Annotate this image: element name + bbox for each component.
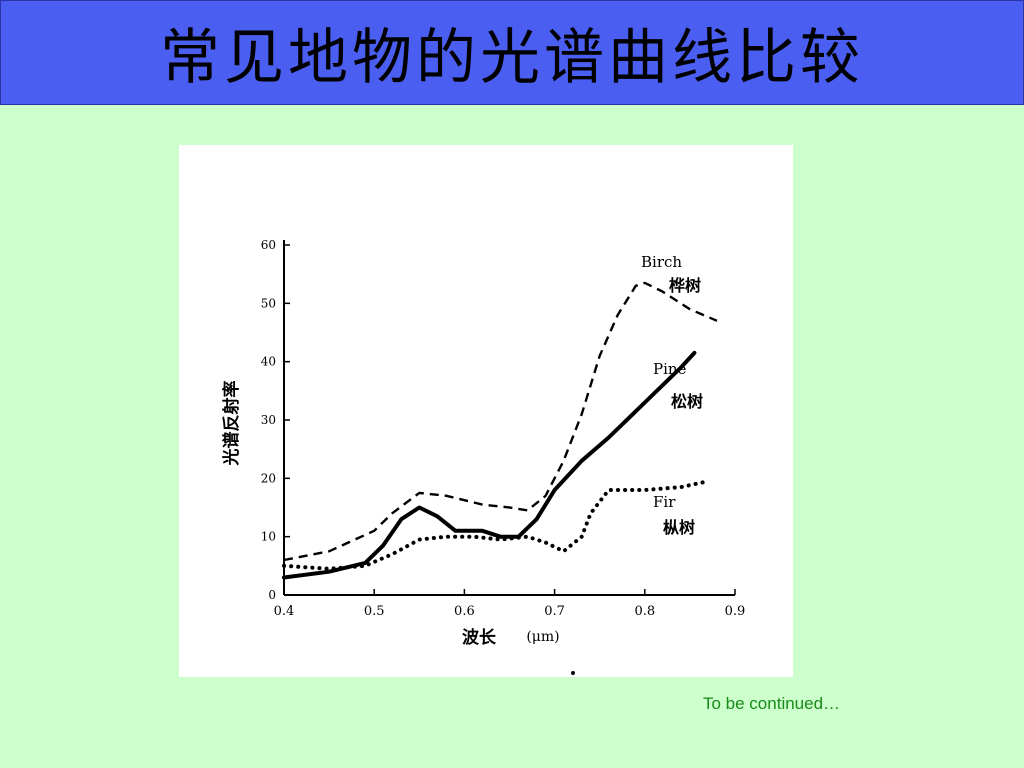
x-tick-label: 0.7 [544, 604, 565, 619]
x-tick-label: 0.9 [725, 604, 746, 619]
series-label-cn-pine: 松树 [671, 392, 703, 411]
y-tick-label: 20 [261, 471, 276, 485]
y-tick-label: 40 [261, 355, 276, 369]
y-tick-label: 50 [261, 296, 276, 310]
chart-panel: 0 10 20 30 40 50 60 0.4 0.5 0.6 0.7 0.8 0.9 波长 (μm) 光谱… [179, 145, 793, 677]
series-line-pine [282, 350, 697, 580]
chart-axes: 0 10 20 30 40 50 60 0.4 0.5 0.6 0.7 0.8 0.9 [261, 238, 746, 619]
series-label-birch: Birch [641, 253, 682, 271]
x-tick-label: 0.5 [364, 604, 385, 619]
series-line-fir [282, 479, 710, 571]
series-line-birch [283, 281, 718, 562]
series-label-cn-birch: 桦树 [669, 276, 701, 295]
y-tick-label: 30 [261, 413, 276, 427]
y-axis-label: 光谱反射率 [221, 381, 242, 467]
series-label-cn-fir: 枞树 [663, 518, 695, 537]
x-tick-label: 0.6 [454, 604, 475, 619]
chart-series [282, 281, 718, 580]
x-axis-label: 波长 [462, 627, 497, 648]
x-axis-unit: (μm) [526, 629, 559, 645]
footer-note: To be continued… [703, 694, 841, 713]
x-tick-label: 0.8 [634, 604, 655, 619]
series-label-pine: Pine [653, 360, 687, 378]
series-label-fir: Fir [653, 493, 676, 511]
chart-labels: 波长 (μm) 光谱反射率 Birch 桦树 Pine 松树 Fir 枞树 [221, 253, 703, 648]
y-tick-label: 0 [268, 588, 276, 602]
y-tick-label: 60 [261, 238, 276, 252]
x-tick-label: 0.4 [274, 604, 295, 619]
slide-title: 常见地物的光谱曲线比较 [160, 23, 864, 93]
title-bar: 常见地物的光谱曲线比较 [0, 0, 1024, 105]
spectral-reflectance-chart: 0 10 20 30 40 50 60 0.4 0.5 0.6 0.7 0.8 0.9 波长 (μm) 光谱… [221, 238, 746, 648]
y-tick-label: 10 [261, 530, 276, 544]
decorative-dot [571, 671, 575, 675]
